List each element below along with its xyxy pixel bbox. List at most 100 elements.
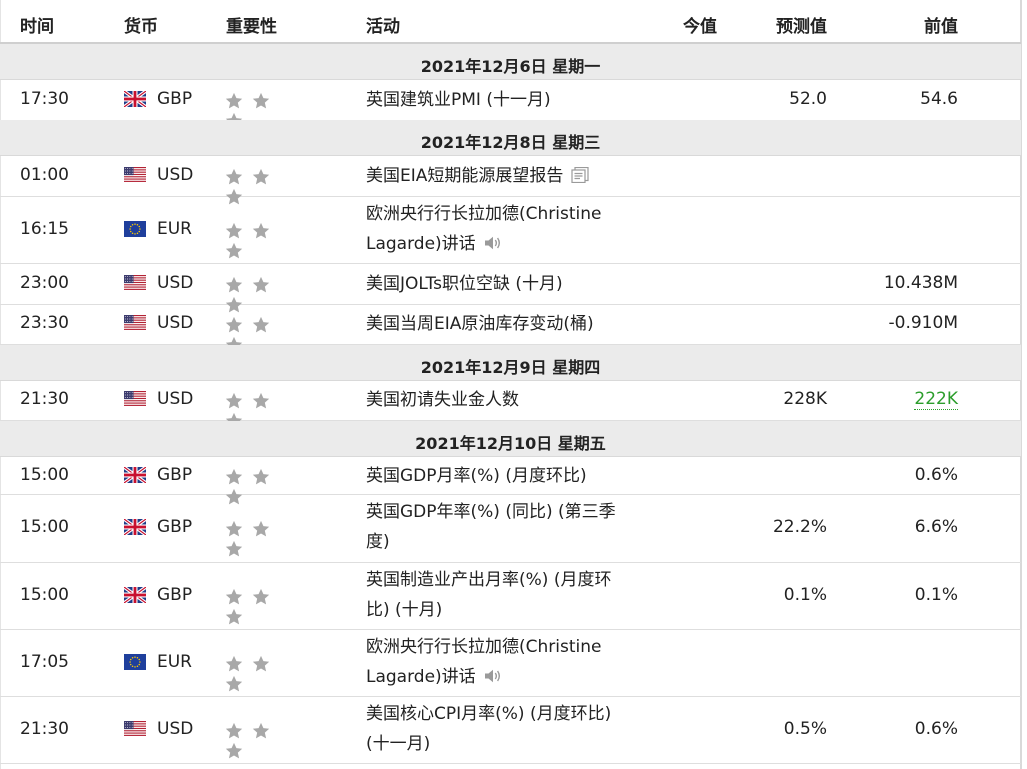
previous-value: 6.6% [914, 517, 958, 537]
event-name-text: 美国初请失业金人数 [366, 390, 519, 410]
event-name-line: 英国GDP年率(%) (同比) (第三季 [366, 497, 616, 527]
event-name[interactable]: 英国制造业产出月率(%) (月度环 比) (十月) [366, 565, 611, 625]
event-name-text: 英国GDP年率(%) (同比) (第三季 [366, 502, 616, 522]
table-row[interactable]: 16:15 EUR 欧洲央行行长拉加德(Christine Lagarde)讲话 [0, 196, 1021, 264]
previous-value: 10.438M [883, 273, 958, 293]
event-name[interactable]: 美国核心CPI月率(%) (月度环比) (十一月) [366, 699, 611, 759]
event-name-text: 美国JOLTs职位空缺 (十月) [366, 274, 563, 294]
event-name-line: 美国EIA短期能源展望报告 [366, 161, 589, 191]
star-icon [251, 391, 271, 411]
star-icon [224, 467, 244, 487]
event-time: 15:00 [20, 585, 69, 605]
currency-code: USD [157, 273, 194, 293]
event-name-text: Lagarde)讲话 [366, 234, 476, 254]
star-icon [251, 167, 271, 187]
star-icon [224, 275, 244, 295]
table-row[interactable]: 17:30 GBP 英国建筑业PMI (十一月) 52.0 54.6 [0, 80, 1021, 129]
document-icon[interactable] [571, 163, 589, 184]
star-icon [224, 315, 244, 335]
event-name[interactable]: 英国GDP月率(%) (月度环比) [366, 461, 587, 491]
importance-rating [224, 315, 304, 353]
table-row[interactable]: 15:00 GBP 英国GDP月率(%) (月度环比) 0.6% [0, 457, 1021, 505]
table-row[interactable]: 15:00 GBP 英国制造业产出月率(%) (月度环 比) (十月) 0.1% 0.1% [0, 562, 1021, 630]
importance-rating [224, 467, 304, 505]
event-name[interactable]: 欧洲央行行长拉加德(Christine Lagarde)讲话 [366, 632, 601, 692]
table-right-border [1020, 0, 1022, 769]
header-importance[interactable]: 重要性 [226, 17, 277, 37]
currency-code: EUR [157, 652, 192, 672]
event-name-text: 英国制造业产出月率(%) (月度环 [366, 570, 612, 590]
star-icon [224, 391, 244, 411]
eu-flag [124, 654, 146, 670]
event-name-text: 美国EIA短期能源展望报告 [366, 166, 564, 186]
star-icon [224, 295, 244, 315]
event-time: 17:30 [20, 89, 69, 109]
table-row[interactable]: 23:00 USD 美国JOLTs职位空缺 (十月) 10.438M [0, 263, 1021, 313]
header-actual[interactable]: 今值 [683, 17, 717, 37]
event-name-line: 美国核心CPI月率(%) (月度环比) [366, 699, 611, 729]
event-name[interactable]: 美国初请失业金人数 [366, 385, 519, 415]
importance-rating [224, 91, 304, 129]
header-event[interactable]: 活动 [366, 17, 400, 37]
importance-rating [224, 587, 304, 625]
event-time: 15:00 [20, 517, 69, 537]
star-icon [224, 587, 244, 607]
star-icon [224, 91, 244, 111]
star-icon [224, 487, 244, 507]
table-row[interactable]: 21:30 USD 美国初请失业金人数 228K 222K [0, 380, 1021, 429]
event-name-text: 比) (十月) [366, 600, 443, 620]
header-previous[interactable]: 前值 [924, 17, 958, 37]
star-icon [251, 315, 271, 335]
table-row[interactable]: 17:05 EUR 欧洲央行行长拉加德(Christine Lagarde)讲话 [0, 629, 1021, 697]
date-band: 2021年12月8日 星期三 [0, 120, 1021, 156]
star-icon [251, 519, 271, 539]
star-icon [251, 221, 271, 241]
event-name[interactable]: 美国EIA短期能源展望报告 [366, 161, 589, 191]
header-forecast[interactable]: 预测值 [776, 17, 827, 37]
importance-rating [224, 221, 304, 259]
event-name[interactable]: 英国建筑业PMI (十一月) [366, 85, 551, 115]
currency-code: GBP [157, 89, 193, 109]
us-flag [124, 721, 146, 737]
star-icon [224, 221, 244, 241]
date-band: 2021年12月6日 星期一 [0, 44, 1021, 80]
star-icon [224, 741, 244, 761]
date-band-label: 2021年12月6日 星期一 [420, 57, 601, 76]
star-icon [251, 467, 271, 487]
table-header: 时间 货币 重要性 活动 今值 预测值 前值 [0, 0, 1021, 44]
event-time: 21:30 [20, 719, 69, 739]
importance-rating [224, 519, 304, 557]
table-row[interactable]: 21:30 USD 美国核心CPI月率(%) (月度环比) (十一月) 0.5% 0.6% [0, 696, 1021, 764]
event-name-line: 欧洲央行行长拉加德(Christine [366, 632, 601, 662]
event-name-line: 比) (十月) [366, 595, 611, 625]
event-name-text: 英国GDP月率(%) (月度环比) [366, 466, 587, 486]
table-row[interactable]: 01:00 USD 美国EIA短期能源展望报告 [0, 156, 1021, 205]
importance-rating [224, 721, 304, 759]
table-row[interactable]: 15:00 GBP 英国GDP年率(%) (同比) (第三季 度) 22.2% 6.6% [0, 494, 1021, 563]
table-row[interactable]: 23:30 USD 美国当周EIA原油库存变动(桶) -0.910M [0, 304, 1021, 353]
forecast-value: 22.2% [772, 517, 827, 537]
importance-rating [224, 654, 304, 692]
header-time[interactable]: 时间 [20, 17, 54, 37]
event-name-line: 英国GDP月率(%) (月度环比) [366, 461, 587, 491]
event-name[interactable]: 美国当周EIA原油库存变动(桶) [366, 309, 594, 339]
header-currency[interactable]: 货币 [124, 17, 158, 37]
event-name[interactable]: 欧洲央行行长拉加德(Christine Lagarde)讲话 [366, 199, 601, 259]
us-flag [124, 275, 146, 291]
event-name-text: 欧洲央行行长拉加德(Christine [366, 204, 602, 224]
importance-rating [224, 391, 304, 429]
speaker-icon[interactable] [484, 664, 502, 683]
date-band: 2021年12月10日 星期五 [0, 421, 1021, 457]
speaker-icon[interactable] [484, 231, 502, 250]
star-icon [251, 587, 271, 607]
event-name[interactable]: 美国JOLTs职位空缺 (十月) [366, 269, 563, 299]
star-icon [224, 674, 244, 694]
star-icon [224, 519, 244, 539]
event-name-text: 美国核心CPI月率(%) (月度环比) [366, 704, 612, 724]
event-time: 21:30 [20, 389, 69, 409]
event-name-line: Lagarde)讲话 [366, 662, 601, 692]
forecast-value: 52.0 [789, 89, 827, 109]
event-name[interactable]: 英国GDP年率(%) (同比) (第三季 度) [366, 497, 616, 557]
currency-code: USD [157, 165, 194, 185]
previous-value[interactable]: 222K [914, 389, 958, 410]
